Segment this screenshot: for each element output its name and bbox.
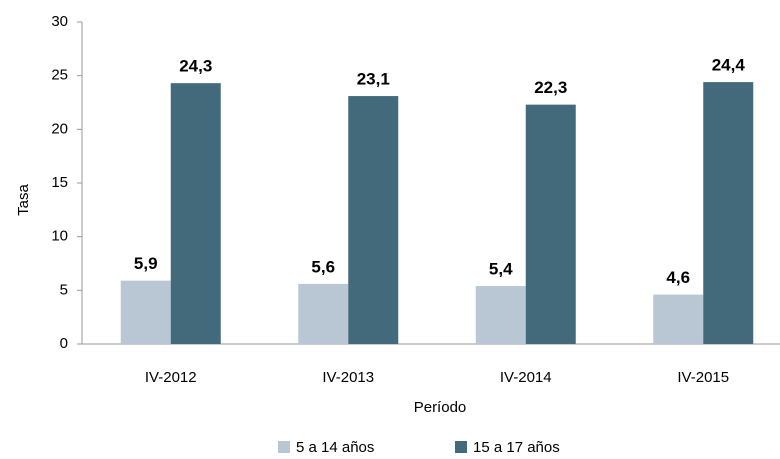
bar [525, 104, 576, 344]
y-tick-label: 10 [51, 228, 68, 245]
bar [703, 82, 754, 345]
y-tick-label: 30 [51, 13, 68, 30]
y-tick-label: 5 [60, 281, 68, 298]
y-tick-label: 15 [51, 174, 68, 191]
x-tick-label: IV-2015 [677, 369, 729, 386]
bar [475, 286, 526, 344]
bar [653, 294, 704, 344]
y-tick-label: 25 [51, 67, 68, 84]
legend-label: 5 a 14 años [296, 439, 374, 456]
value-label: 24,4 [712, 56, 746, 75]
legend-swatch [455, 441, 467, 453]
value-label: 5,9 [134, 254, 158, 273]
bar [170, 83, 221, 345]
legend-swatch [278, 441, 290, 453]
y-axis-label: Tasa [15, 184, 32, 216]
bar [348, 96, 399, 344]
bar [298, 283, 349, 344]
value-label: 4,6 [666, 268, 690, 287]
value-label: 23,1 [357, 70, 390, 89]
value-label: 5,6 [311, 257, 335, 276]
value-label: 5,4 [489, 260, 513, 279]
x-tick-label: IV-2014 [500, 369, 552, 386]
x-tick-label: IV-2013 [322, 369, 374, 386]
x-axis-label: Período [414, 399, 467, 416]
y-tick-label: 0 [60, 335, 68, 352]
bar [120, 280, 171, 344]
value-label: 24,3 [179, 57, 212, 76]
legend-label: 15 a 17 años [473, 439, 560, 456]
value-label: 22,3 [534, 78, 567, 97]
x-tick-label: IV-2012 [145, 369, 197, 386]
y-tick-label: 20 [51, 120, 68, 137]
